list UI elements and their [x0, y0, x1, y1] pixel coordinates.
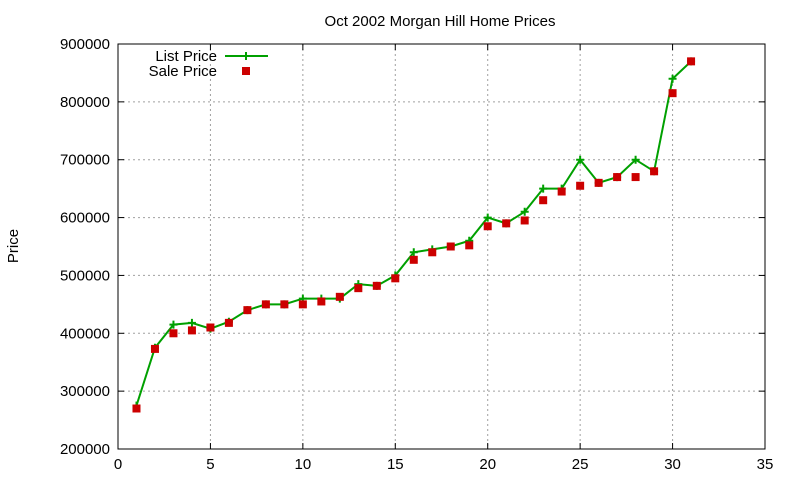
sale-price-point	[687, 57, 696, 66]
legend-label-sale-price: Sale Price	[149, 63, 217, 80]
list-price-point	[668, 74, 677, 83]
list-price-point	[539, 184, 548, 193]
sale-price-point	[539, 196, 548, 205]
sale-price-point	[206, 323, 215, 332]
x-tick-label: 0	[114, 456, 122, 473]
legend-marker-sale-price	[242, 67, 250, 75]
y-tick-label: 900000	[60, 36, 110, 53]
sale-price-point	[631, 173, 640, 182]
sale-price-point	[502, 219, 511, 228]
plot-frame	[117, 43, 766, 450]
sale-price-point	[354, 284, 363, 293]
y-tick-label: 500000	[60, 267, 110, 284]
list-price-point	[483, 213, 492, 222]
sale-price-point	[298, 300, 307, 309]
sale-price-point	[557, 187, 566, 196]
y-tick-label: 700000	[60, 152, 110, 169]
sale-price-point	[576, 181, 585, 190]
x-tick-label: 20	[479, 456, 496, 473]
sale-price-point	[668, 89, 677, 98]
sale-price-point	[317, 297, 326, 306]
series-line-list-price	[135, 60, 692, 406]
y-tick-label: 600000	[60, 210, 110, 227]
list-price-point	[631, 155, 640, 164]
list-price-point	[520, 207, 529, 216]
sale-price-point	[243, 306, 252, 315]
list-price-point	[409, 248, 418, 257]
sale-price-point	[594, 178, 603, 187]
legend: List Price Sale Price	[149, 48, 268, 80]
sale-price-point	[428, 248, 437, 257]
x-tick-label: 25	[572, 456, 589, 473]
list-price-point	[169, 320, 178, 329]
chart-title: Oct 2002 Morgan Hill Home Prices	[325, 13, 556, 30]
x-tick-label: 15	[387, 456, 404, 473]
sale-price-point	[520, 216, 529, 225]
sale-price-point	[335, 292, 344, 301]
sale-price-point	[261, 300, 270, 309]
y-tick-label: 400000	[60, 325, 110, 342]
axis-ticks	[117, 43, 766, 450]
legend-marker-list-price	[242, 52, 250, 60]
list-price-point	[576, 155, 585, 164]
sale-price-point	[169, 329, 178, 338]
axis-tick-labels: 0 5 10 15 20 25 30 35 200000 300000 400000 500000 60…	[60, 36, 773, 473]
sale-price-point	[187, 326, 196, 335]
x-tick-label: 35	[757, 456, 774, 473]
legend-label-list-price: List Price	[155, 48, 217, 65]
sale-price-point	[409, 255, 418, 264]
sale-price-point	[613, 173, 622, 182]
series-layer	[132, 57, 696, 413]
y-axis-label: Price	[5, 229, 22, 263]
sale-price-point	[372, 281, 381, 290]
list-price-point	[187, 318, 196, 327]
x-tick-label: 10	[295, 456, 312, 473]
x-tick-label: 5	[206, 456, 214, 473]
sale-price-point	[150, 344, 159, 353]
sale-price-point	[650, 167, 659, 176]
y-tick-label: 800000	[60, 94, 110, 111]
sale-price-point	[391, 274, 400, 283]
y-tick-label: 300000	[60, 383, 110, 400]
sale-price-point	[465, 241, 474, 250]
sale-price-point	[280, 300, 289, 309]
sale-price-point	[224, 318, 233, 327]
x-tick-label: 30	[664, 456, 681, 473]
y-tick-label: 200000	[60, 441, 110, 458]
sale-price-point	[483, 222, 492, 231]
sale-price-point	[132, 404, 141, 413]
sale-price-point	[446, 242, 455, 251]
